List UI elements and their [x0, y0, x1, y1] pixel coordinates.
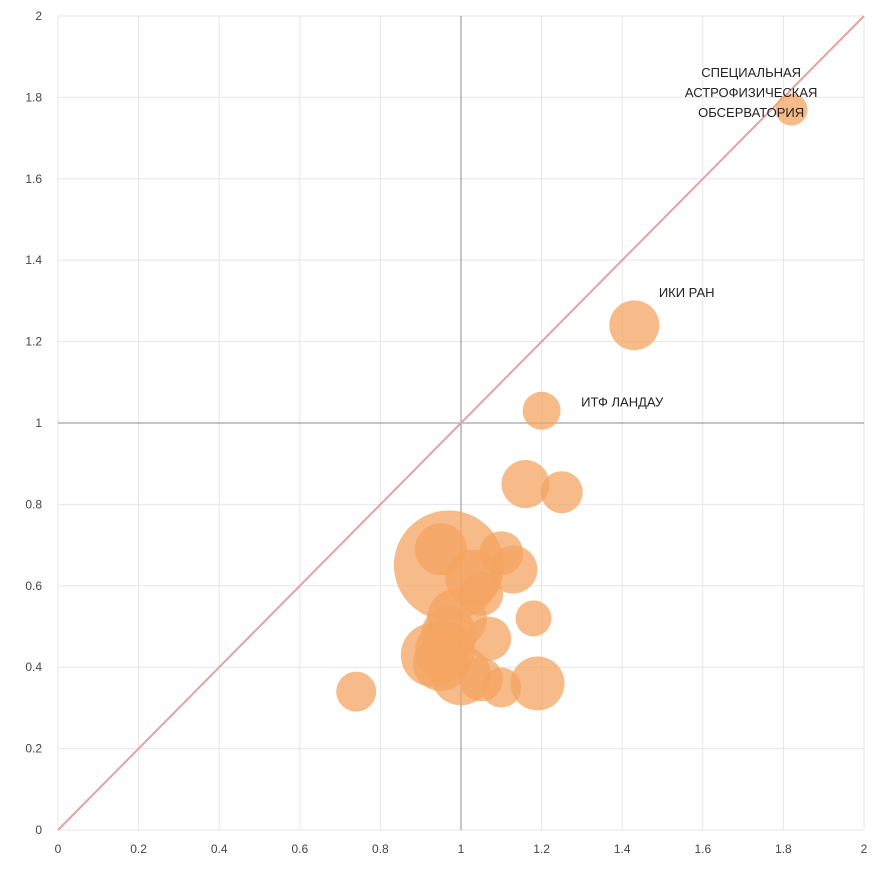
bubble-point — [489, 545, 538, 594]
annotation-line: СПЕЦИАЛЬНАЯ — [701, 65, 801, 80]
annotation-line: ОБСЕРВАТОРИЯ — [698, 105, 804, 120]
x-tick-label: 1.6 — [694, 842, 711, 856]
bubble-point — [510, 656, 565, 711]
annotation-label: СПЕЦИАЛЬНАЯ АСТРОФИЗИЧЕСКАЯ ОБСЕРВАТОРИЯ — [685, 65, 818, 120]
x-tick-label: 2 — [861, 842, 868, 856]
annotations: СПЕЦИАЛЬНАЯ АСТРОФИЗИЧЕСКАЯ ОБСЕРВАТОРИЯ ИК… — [581, 65, 817, 410]
bubble-point — [540, 471, 583, 514]
y-tick-label: 0.6 — [25, 579, 42, 593]
y-tick-label: 1.8 — [25, 90, 42, 104]
y-tick-label: 1 — [35, 416, 42, 430]
x-tick-label: 1.2 — [533, 842, 550, 856]
y-tick-label: 0.2 — [25, 742, 42, 756]
x-tick-label: 0 — [55, 842, 62, 856]
x-tick-label: 0.4 — [211, 842, 228, 856]
x-tick-label: 0.8 — [372, 842, 389, 856]
bubble-point — [515, 600, 552, 637]
y-tick-label: 1.2 — [25, 335, 42, 349]
x-tick-label: 1 — [458, 842, 465, 856]
bubble-point — [336, 671, 377, 712]
bubble-point — [775, 93, 808, 126]
x-axis-ticks: 0 0.2 0.4 0.6 0.8 1 1.2 1.4 1.6 1.8 2 — [55, 842, 868, 856]
bubble-point — [501, 460, 550, 509]
x-tick-label: 0.6 — [291, 842, 308, 856]
bubble-series — [336, 93, 808, 712]
x-tick-label: 1.8 — [775, 842, 792, 856]
y-tick-label: 2 — [35, 9, 42, 23]
x-tick-label: 1.4 — [614, 842, 631, 856]
y-tick-label: 0.8 — [25, 497, 42, 511]
annotation-line: ИТФ ЛАНДАУ — [581, 395, 664, 410]
annotation-line: ИКИ РАН — [659, 285, 715, 300]
bubble-point — [467, 616, 512, 661]
annotation-label: ИКИ РАН — [659, 285, 715, 300]
diagonal-line — [57, 15, 865, 831]
y-tick-label: 1.4 — [25, 253, 42, 267]
x-tick-label: 0.2 — [130, 842, 147, 856]
annotation-label: ИТФ ЛАНДАУ — [581, 395, 664, 410]
y-tick-label: 0 — [35, 823, 42, 837]
y-tick-label: 0.4 — [25, 660, 42, 674]
y-axis-ticks: 0 0.2 0.4 0.6 0.8 1 1.2 1.4 1.6 1.8 2 — [25, 9, 42, 837]
reference-lines — [57, 15, 865, 831]
y-tick-label: 1.6 — [25, 172, 42, 186]
bubble-point — [609, 300, 660, 351]
annotation-line: АСТРОФИЗИЧЕСКАЯ — [685, 85, 818, 100]
bubble-point — [522, 391, 561, 430]
